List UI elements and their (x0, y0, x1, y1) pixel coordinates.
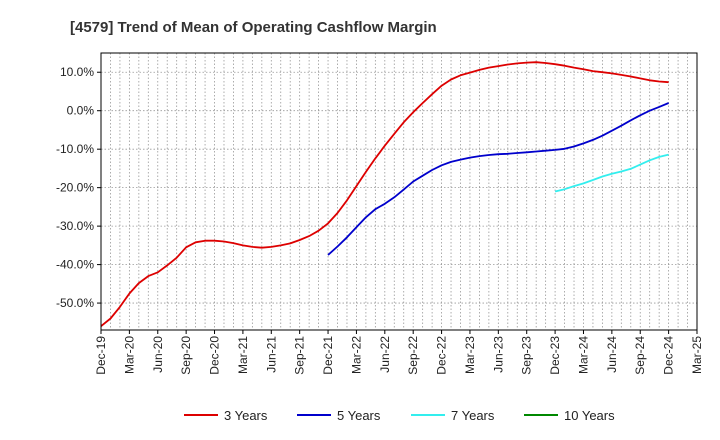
x-tick-label: Jun-20 (151, 336, 165, 373)
x-tick-label: Dec-24 (662, 336, 676, 375)
x-tick-label: Mar-25 (690, 336, 704, 374)
x-tick-label: Mar-20 (122, 336, 136, 374)
series-line-3-years (100, 61, 669, 327)
y-tick-label: 10.0% (60, 65, 94, 79)
x-tick-label: Sep-23 (520, 336, 534, 375)
x-tick-label: Jun-21 (264, 336, 278, 373)
x-tick-label: Jun-22 (378, 336, 392, 373)
series-line-7-years (554, 153, 669, 193)
legend-label: 3 Years (224, 408, 268, 423)
x-tick-label: Mar-22 (349, 336, 363, 374)
x-tick-label: Sep-22 (406, 336, 420, 375)
x-tick-label: Sep-20 (179, 336, 193, 375)
chart-title: [4579] Trend of Mean of Operating Cashfl… (70, 19, 437, 36)
x-tick-label: Mar-21 (236, 336, 250, 374)
y-axis-ticks: 10.0% 0.0% -10.0% -20.0% -30.0% -40.0% -50.0% (56, 65, 101, 310)
x-tick-label: Mar-24 (576, 336, 590, 374)
legend-label: 7 Years (451, 408, 495, 423)
legend-label: 10 Years (564, 408, 615, 423)
plot-area-border (100, 52, 698, 331)
x-tick-label: Jun-23 (491, 336, 505, 373)
x-tick-label: Sep-24 (633, 336, 647, 375)
x-tick-label: Mar-23 (463, 336, 477, 374)
y-tick-label: -20.0% (56, 181, 94, 195)
x-tick-label: Dec-22 (435, 336, 449, 375)
legend-label: 5 Years (337, 408, 381, 423)
y-tick-label: -50.0% (56, 296, 94, 310)
y-tick-label: -30.0% (56, 219, 94, 233)
y-tick-label: -40.0% (56, 258, 94, 272)
y-tick-label: -10.0% (56, 142, 94, 156)
x-tick-label: Dec-23 (548, 336, 562, 375)
series-line-5-years (327, 102, 669, 256)
chart-series (100, 61, 669, 327)
x-axis-ticks: Dec-19 Mar-20 Jun-20 Sep-20 Dec-20 Mar-21 Jun-… (94, 330, 704, 375)
y-tick-label: 0.0% (67, 104, 95, 118)
x-tick-label: Sep-21 (293, 336, 307, 375)
chart-grid (101, 53, 697, 330)
x-tick-label: Dec-21 (321, 336, 335, 375)
chart-legend: 3 Years 5 Years 7 Years 10 Years (184, 408, 615, 423)
x-tick-label: Dec-20 (208, 336, 222, 375)
x-tick-label: Jun-24 (605, 336, 619, 373)
x-tick-label: Dec-19 (94, 336, 108, 375)
